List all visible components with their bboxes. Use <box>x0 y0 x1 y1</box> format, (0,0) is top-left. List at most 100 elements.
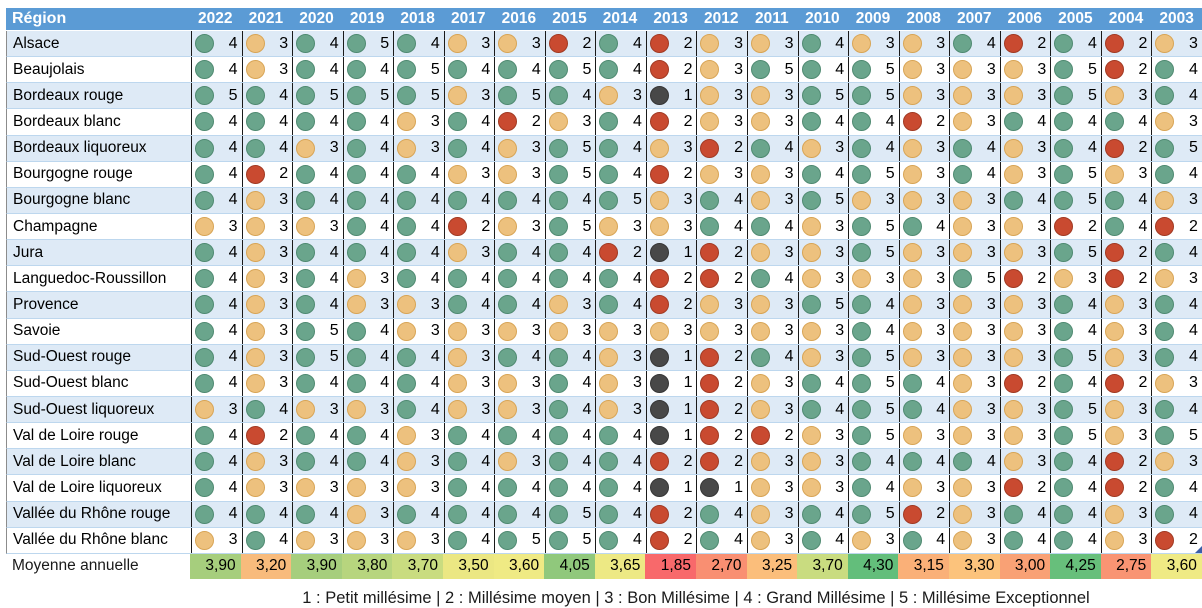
rating-cell[interactable]: 5 <box>494 83 545 109</box>
average-cell-2009[interactable]: 4,30 <box>847 553 899 579</box>
header-year-2015[interactable]: 2015 <box>552 10 587 27</box>
rating-cell[interactable]: 5 <box>848 423 899 449</box>
rating-cell[interactable]: 3 <box>191 396 242 423</box>
rating-cell[interactable]: 3 <box>241 31 293 57</box>
rating-cell[interactable]: 4 <box>494 187 545 213</box>
rating-cell[interactable]: 2 <box>645 266 697 292</box>
rating-cell[interactable]: 1 <box>645 423 697 449</box>
rating-cell[interactable]: 4 <box>191 501 242 527</box>
rating-cell[interactable]: 3 <box>949 57 1000 83</box>
rating-cell[interactable]: 4 <box>393 501 444 527</box>
rating-cell[interactable]: 3 <box>898 57 950 83</box>
rating-cell[interactable]: 5 <box>1050 57 1101 83</box>
rating-cell[interactable]: 4 <box>747 266 798 292</box>
rating-cell[interactable]: 3 <box>1151 109 1202 135</box>
header-year-2022[interactable]: 2022 <box>198 10 233 27</box>
rating-cell[interactable]: 5 <box>292 318 343 344</box>
rating-cell[interactable]: 3 <box>1100 161 1152 187</box>
rating-cell[interactable]: 4 <box>898 449 950 475</box>
rating-cell[interactable]: 3 <box>241 370 293 396</box>
rating-cell[interactable]: 3 <box>747 396 798 423</box>
rating-cell[interactable]: 4 <box>1100 109 1152 135</box>
rating-cell[interactable]: 3 <box>898 292 950 318</box>
rating-cell[interactable]: 3 <box>342 527 394 553</box>
rating-cell[interactable]: 4 <box>443 423 495 449</box>
region-name[interactable]: Savoie <box>13 322 61 340</box>
rating-cell[interactable]: 2 <box>241 161 293 187</box>
rating-cell[interactable]: 2 <box>1151 213 1202 240</box>
rating-cell[interactable]: 4 <box>1050 527 1101 553</box>
rating-cell[interactable]: 4 <box>494 475 545 501</box>
rating-cell[interactable]: 4 <box>494 240 545 266</box>
rating-cell[interactable]: 4 <box>241 83 293 109</box>
rating-cell[interactable]: 5 <box>848 501 899 527</box>
rating-cell[interactable]: 4 <box>747 135 798 161</box>
rating-cell[interactable]: 3 <box>747 161 798 187</box>
rating-cell[interactable]: 3 <box>949 213 1000 240</box>
rating-cell[interactable]: 3 <box>645 213 697 240</box>
rating-cell[interactable]: 3 <box>898 135 950 161</box>
rating-cell[interactable]: 4 <box>292 31 343 57</box>
rating-cell[interactable]: 1 <box>696 475 747 501</box>
rating-cell[interactable]: 3 <box>747 187 798 213</box>
rating-cell[interactable]: 4 <box>1050 292 1101 318</box>
rating-cell[interactable]: 3 <box>595 318 646 344</box>
rating-cell[interactable]: 2 <box>645 292 697 318</box>
rating-cell[interactable]: 2 <box>747 423 798 449</box>
rating-cell[interactable]: 2 <box>443 213 495 240</box>
rating-cell[interactable]: 3 <box>645 135 697 161</box>
header-year-2010[interactable]: 2010 <box>805 10 840 27</box>
region-name[interactable]: Sud-Ouest rouge <box>13 348 132 366</box>
rating-cell[interactable]: 4 <box>191 57 242 83</box>
rating-cell[interactable]: 4 <box>241 501 293 527</box>
rating-cell[interactable]: 4 <box>999 501 1051 527</box>
rating-cell[interactable]: 3 <box>898 266 950 292</box>
rating-cell[interactable]: 3 <box>342 501 394 527</box>
rating-cell[interactable]: 3 <box>999 396 1051 423</box>
rating-cell[interactable]: 3 <box>241 240 293 266</box>
rating-cell[interactable]: 4 <box>292 161 343 187</box>
rating-cell[interactable]: 3 <box>1100 501 1152 527</box>
rating-cell[interactable]: 5 <box>848 83 899 109</box>
rating-cell[interactable]: 4 <box>191 292 242 318</box>
rating-cell[interactable]: 3 <box>1100 396 1152 423</box>
rating-cell[interactable]: 2 <box>1100 370 1152 396</box>
region-name[interactable]: Val de Loire rouge <box>13 426 139 444</box>
rating-cell[interactable]: 3 <box>191 213 242 240</box>
rating-cell[interactable]: 3 <box>949 109 1000 135</box>
rating-cell[interactable]: 4 <box>292 501 343 527</box>
rating-cell[interactable]: 3 <box>1100 318 1152 344</box>
rating-cell[interactable]: 3 <box>797 423 849 449</box>
rating-cell[interactable]: 4 <box>1050 475 1101 501</box>
average-cell-2011[interactable]: 3,25 <box>746 553 798 579</box>
rating-cell[interactable]: 3 <box>494 370 545 396</box>
rating-cell[interactable]: 5 <box>797 83 849 109</box>
rating-cell[interactable]: 4 <box>544 83 596 109</box>
rating-cell[interactable]: 3 <box>443 370 495 396</box>
rating-cell[interactable]: 2 <box>1100 266 1152 292</box>
region-name[interactable]: Languedoc-Roussillon <box>13 269 167 287</box>
rating-cell[interactable]: 5 <box>393 57 444 83</box>
rating-cell[interactable]: 5 <box>544 527 596 553</box>
rating-cell[interactable]: 3 <box>393 475 444 501</box>
rating-cell[interactable]: 4 <box>848 135 899 161</box>
rating-cell[interactable]: 3 <box>443 344 495 370</box>
rating-cell[interactable]: 3 <box>443 161 495 187</box>
rating-cell[interactable]: 4 <box>544 475 596 501</box>
region-name[interactable]: Sud-Ouest liquoreux <box>13 400 155 418</box>
rating-cell[interactable]: 2 <box>696 266 747 292</box>
rating-cell[interactable]: 4 <box>544 370 596 396</box>
rating-cell[interactable]: 2 <box>1100 240 1152 266</box>
average-cell-2007[interactable]: 3,30 <box>948 553 1000 579</box>
rating-cell[interactable]: 3 <box>797 266 849 292</box>
average-cell-2017[interactable]: 3,50 <box>442 553 494 579</box>
average-cell-2021[interactable]: 3,20 <box>240 553 292 579</box>
rating-cell[interactable]: 4 <box>797 57 849 83</box>
rating-cell[interactable]: 4 <box>797 527 849 553</box>
region-name[interactable]: Val de Loire liquoreux <box>13 478 162 496</box>
average-cell-2008[interactable]: 3,15 <box>898 553 949 579</box>
rating-cell[interactable]: 4 <box>191 344 242 370</box>
rating-cell[interactable]: 3 <box>443 318 495 344</box>
rating-cell[interactable]: 3 <box>494 449 545 475</box>
rating-cell[interactable]: 3 <box>1050 266 1101 292</box>
